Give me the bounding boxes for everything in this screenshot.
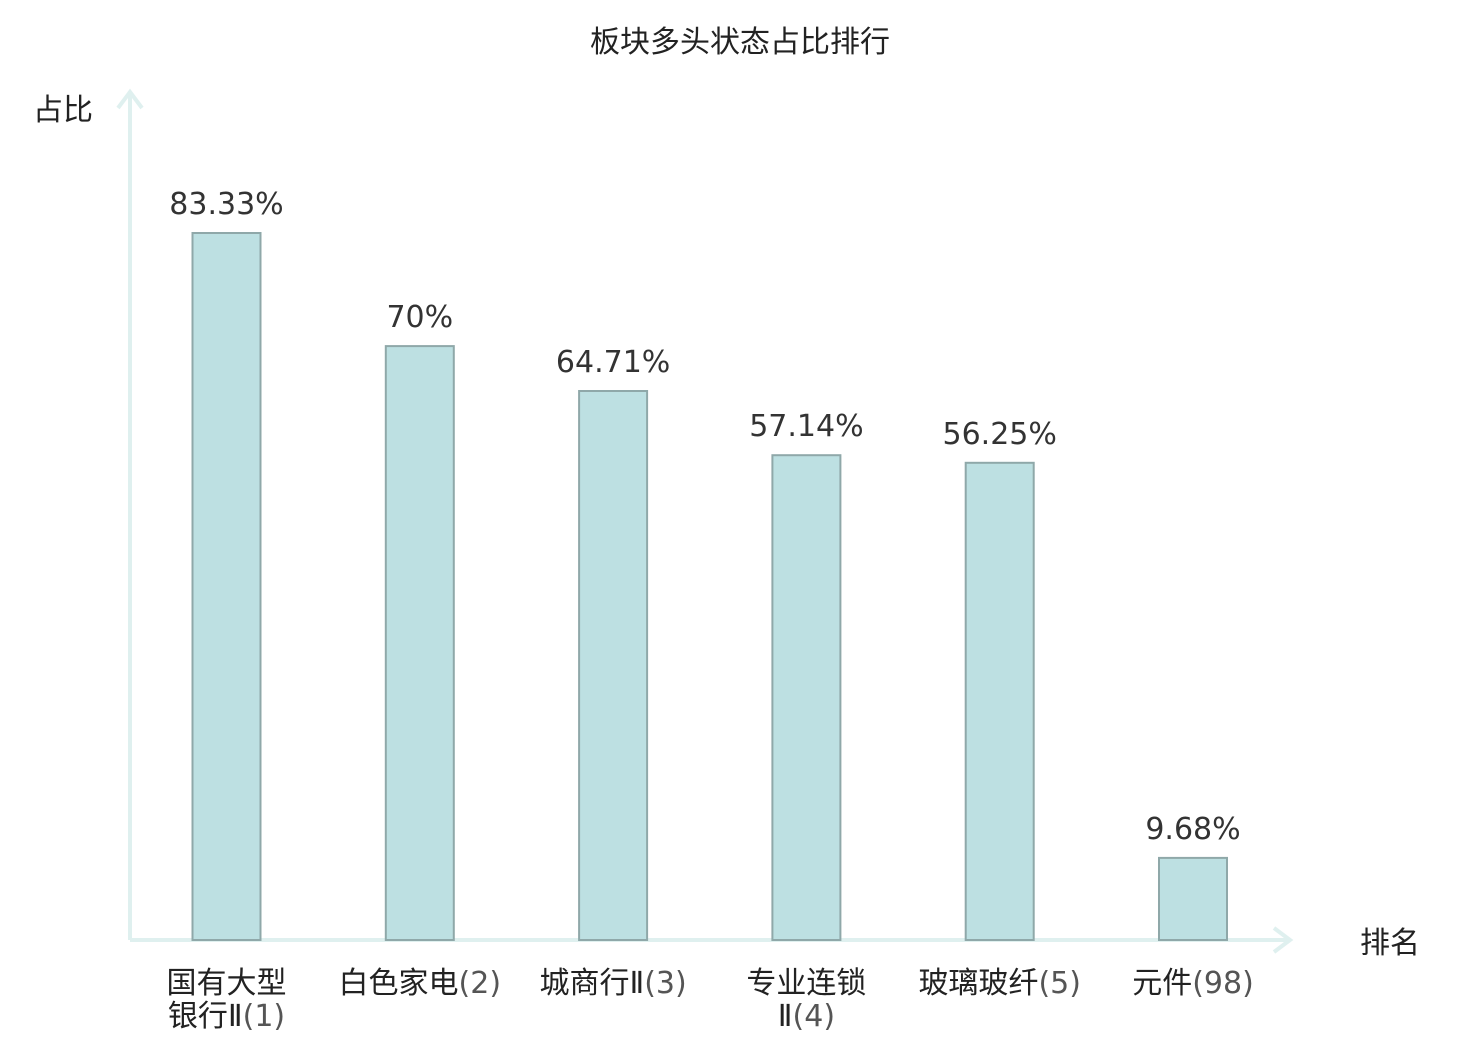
category-rank: (4): [793, 999, 836, 1034]
category-label-line: 玻璃玻纤(5): [918, 966, 1080, 1001]
x-axis: [130, 926, 1294, 954]
category-label-line: 银行Ⅱ(1): [168, 999, 285, 1034]
value-label-5: 56.25%: [943, 417, 1057, 452]
bar-1: [191, 232, 262, 941]
y-axis-label: 占比: [33, 93, 93, 128]
category-label-3: 城商行Ⅱ(3): [539, 966, 686, 1001]
bar-4: [771, 454, 842, 941]
y-axis: [116, 88, 144, 940]
category-label-line: Ⅱ(4): [778, 999, 835, 1034]
bar-3: [578, 390, 649, 941]
bars: [191, 232, 1228, 942]
bar-2: [384, 345, 455, 942]
category-label-line: 城商行Ⅱ(3): [539, 966, 686, 1001]
category-rank: (2): [459, 966, 502, 1001]
value-label-1: 83.33%: [169, 187, 283, 222]
category-label-line: 专业连锁: [746, 966, 866, 1001]
bar-6: [1158, 856, 1228, 942]
value-label-6: 9.68%: [1145, 812, 1240, 847]
value-label-2: 70%: [386, 300, 453, 335]
category-rank: (98): [1192, 966, 1254, 1001]
value-labels: 83.33% 70% 64.71% 57.14% 56.25% 9.68%: [169, 187, 1240, 847]
x-axis-label: 排名: [1360, 926, 1420, 961]
category-label-line: 白色家电(2): [339, 966, 502, 1001]
category-rank: (5): [1038, 966, 1081, 1001]
value-label-4: 57.14%: [749, 409, 863, 444]
category-rank: (3): [644, 966, 687, 1001]
bar-5: [964, 461, 1035, 941]
chart-title: 板块多头状态占比排行: [590, 25, 890, 60]
category-label-line: 国有大型: [167, 966, 287, 1001]
value-label-3: 64.71%: [556, 345, 670, 380]
category-label-6: 元件(98): [1132, 966, 1254, 1001]
category-rank: (1): [243, 999, 286, 1034]
category-label-line: 元件(98): [1132, 966, 1254, 1001]
category-label-5: 玻璃玻纤(5): [918, 966, 1080, 1001]
category-label-2: 白色家电(2): [339, 966, 502, 1001]
